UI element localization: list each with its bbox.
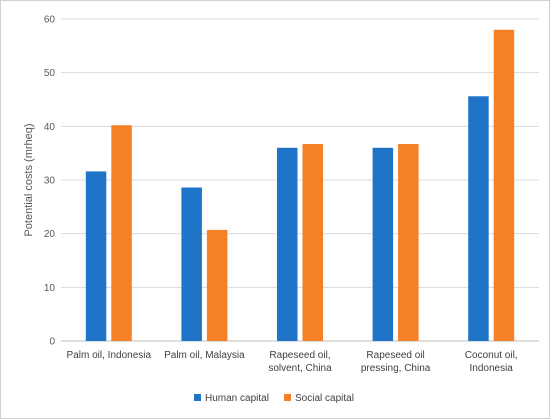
y-tick-label: 0	[49, 337, 55, 348]
category-label: Palm oil, Malaysia	[164, 350, 245, 361]
y-tick-label: 20	[44, 229, 56, 240]
category-label: Coconut oil, Indonesia	[465, 350, 518, 374]
legend: Human capital Social capital	[194, 393, 354, 404]
bar-human-capital	[277, 147, 298, 341]
y-tick-label: 40	[44, 122, 56, 133]
y-tick-label: 60	[44, 15, 56, 26]
legend-swatch	[194, 394, 201, 401]
y-axis-title: Potential costs (mrheq)	[23, 123, 35, 236]
category-label: Palm oil, Indonesia	[67, 350, 152, 361]
legend-label: Social capital	[295, 393, 354, 404]
gridlines	[61, 18, 539, 342]
bar-human-capital	[468, 96, 489, 341]
bar-human-capital	[181, 187, 202, 341]
y-tick-label: 30	[44, 176, 56, 187]
bar-social-capital	[111, 125, 132, 341]
y-tick-label: 10	[44, 283, 56, 294]
legend-label: Human capital	[205, 393, 269, 404]
bar-social-capital	[398, 144, 419, 341]
y-tick-labels: 0 10 20 30 40 50 60	[44, 15, 56, 348]
bar-human-capital	[85, 171, 107, 341]
bar-human-capital	[372, 147, 394, 341]
bars	[85, 29, 515, 341]
bar-social-capital	[206, 229, 228, 341]
category-labels: Palm oil, Indonesia Palm oil, Malaysia Rap…	[67, 350, 518, 374]
category-label: Rapeseed oil, solvent, China	[268, 350, 332, 374]
y-tick-label: 50	[44, 68, 56, 79]
legend-swatch	[284, 394, 291, 401]
bar-social-capital	[302, 144, 323, 341]
bar-social-capital	[493, 29, 515, 341]
category-label: Rapeseed oil pressing, China	[361, 350, 431, 374]
